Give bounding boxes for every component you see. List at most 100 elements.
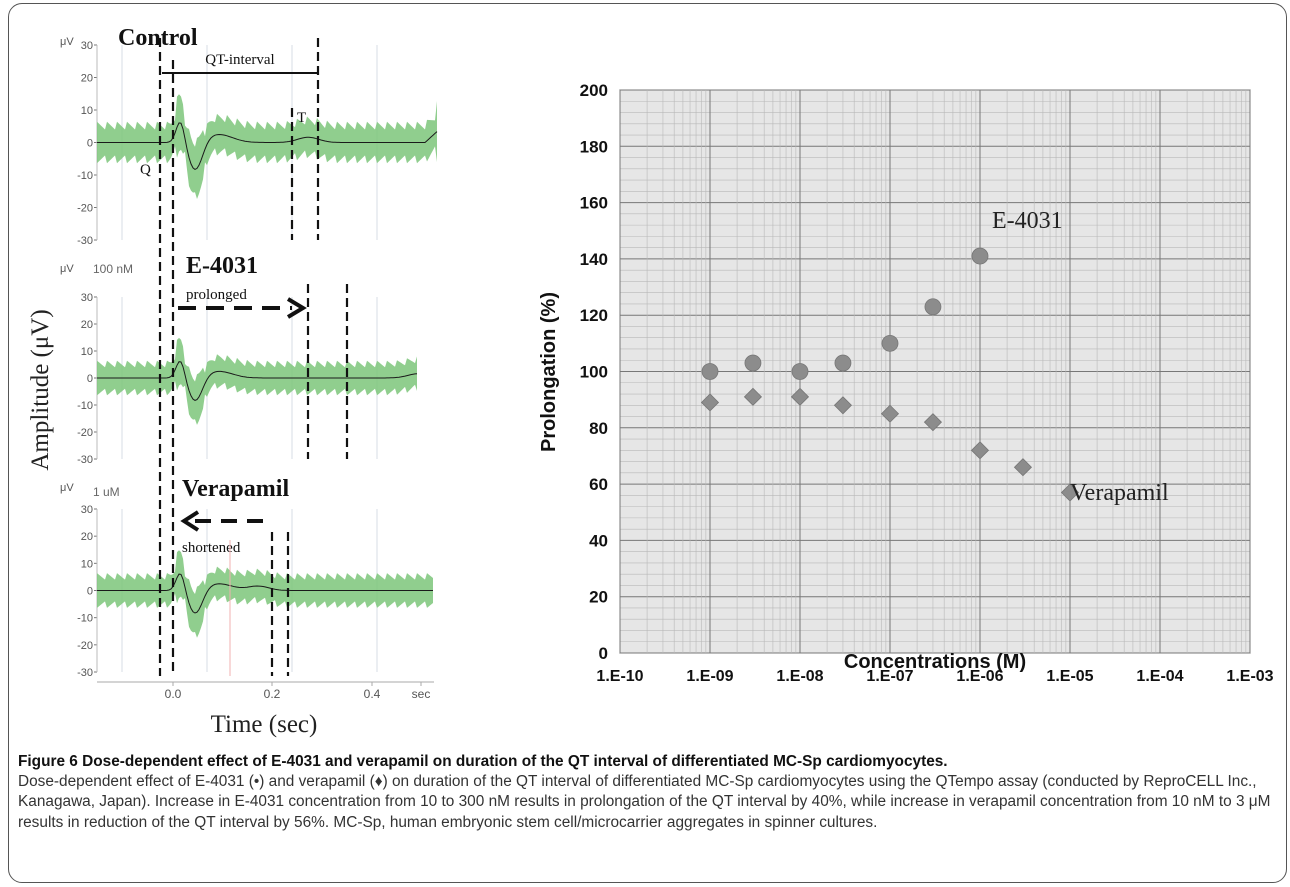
trace-mean-line xyxy=(97,573,433,614)
trace-ytick-label: -10 xyxy=(77,400,93,412)
time-tick-label: 0.4 xyxy=(364,687,381,701)
chart-ytick-label: 80 xyxy=(589,419,608,438)
chart-ytick-label: 40 xyxy=(589,531,608,550)
series-label-verapamil: Verapamil xyxy=(1070,480,1169,506)
t-wave-label: T xyxy=(297,110,306,126)
trace-ytick-label: 20 xyxy=(81,73,93,85)
trace-ytick-label: -20 xyxy=(77,203,93,215)
trace-ytick-label: 20 xyxy=(81,531,93,543)
time-tick-label: sec xyxy=(412,687,431,701)
q-wave-label: Q xyxy=(140,162,151,178)
prolongation-chart: 0 20 40 60 80 100 120 140 160 180 200 1.E-10 1.E-09… xyxy=(538,81,1274,685)
caption-body: Dose-dependent effect of E-4031 (•) and … xyxy=(18,773,1271,831)
trace-ytick-label: -20 xyxy=(77,640,93,652)
trace-ytick-label: 10 xyxy=(81,105,93,117)
figure-caption: Figure 6 Dose-dependent effect of E-4031… xyxy=(18,752,1276,833)
chart-ytick-label: 120 xyxy=(580,306,608,325)
verapamil-point xyxy=(833,396,853,415)
trace-panel-1: 30 20 10 0 -10 -20 -30 μV 100 nM E-4031 prolonged xyxy=(60,253,418,466)
chart-ytick-label: 20 xyxy=(589,588,608,607)
chart-y-ticks: 0 20 40 60 80 100 120 140 160 180 200 xyxy=(580,81,608,663)
trace-ytick-label: -30 xyxy=(77,667,93,679)
trace-unit-label: μV xyxy=(60,482,74,494)
amplitude-axis-label: Amplitude (μV) xyxy=(27,309,54,470)
trace-title: Verapamil xyxy=(182,476,289,502)
chart-xtick-label: 1.E-06 xyxy=(956,668,1003,685)
e4031-point xyxy=(881,334,899,352)
chart-ytick-label: 100 xyxy=(580,363,608,382)
shortened-arrowhead xyxy=(180,510,200,532)
chart-xtick-label: 1.E-05 xyxy=(1046,668,1093,685)
verapamil-point xyxy=(880,404,900,423)
figure-frame xyxy=(8,3,1287,883)
chart-ytick-label: 180 xyxy=(580,137,608,156)
chart-points xyxy=(700,247,1080,502)
trace-ytick-label: 0 xyxy=(87,138,93,150)
prolonged-arrowhead xyxy=(286,297,307,319)
chart-x-ticks: 1.E-10 1.E-09 1.E-08 1.E-07 1.E-06 1.E-05 1.E-… xyxy=(596,668,1273,685)
trace-mean-line xyxy=(97,122,438,170)
trace-ytick-label: 10 xyxy=(81,346,93,358)
trace-noise-band xyxy=(97,94,437,199)
e4031-point xyxy=(834,354,852,372)
chart-grid xyxy=(619,89,1251,654)
chart-xtick-label: 1.E-04 xyxy=(1136,668,1183,685)
trace-title: E-4031 xyxy=(186,253,258,279)
chart-xtick-label: 1.E-10 xyxy=(596,668,643,685)
caption-title: Figure 6 Dose-dependent effect of E-4031… xyxy=(18,753,948,770)
e4031-point xyxy=(744,354,762,372)
chart-ytick-label: 160 xyxy=(580,194,608,213)
trace-dose-label: 1 uM xyxy=(93,485,120,499)
time-tick-label: 0.2 xyxy=(264,687,281,701)
trace-ytick-label: -20 xyxy=(77,427,93,439)
chart-x-label: Concentrations (M) xyxy=(844,651,1026,673)
trace-title: Control xyxy=(118,25,198,51)
trace-dose-label: 100 nM xyxy=(93,262,133,276)
trace-panel-2: 30 20 10 0 -10 -20 -30 μV 1 uM Verapamil shortened xyxy=(60,476,433,679)
trace-unit-label: μV xyxy=(60,36,74,48)
field-potential-panel: Amplitude (μV) Time (sec) 30 20 10 0 -10 -20 -… xyxy=(27,25,438,738)
e4031-point xyxy=(701,363,719,380)
trace-panel-0: 30 20 10 0 -10 -20 -30 μV Control QT-interval Q T xyxy=(60,25,438,247)
time-axis-label: Time (sec) xyxy=(211,711,318,738)
trace-ytick-label: 0 xyxy=(87,373,93,385)
e4031-point xyxy=(971,247,989,265)
trace-ytick-label: 30 xyxy=(81,504,93,516)
qt-interval-label: QT-interval xyxy=(205,52,274,68)
trace-ytick-label: 30 xyxy=(81,292,93,304)
trace-ytick-label: -30 xyxy=(77,235,93,247)
verapamil-point xyxy=(923,413,943,432)
trace-unit-label: μV xyxy=(60,263,74,275)
prolonged-label: prolonged xyxy=(186,287,247,303)
verapamil-point xyxy=(1060,483,1080,502)
time-tick-label: 0.0 xyxy=(165,687,182,701)
trace-ytick-label: 0 xyxy=(87,586,93,598)
trace-ytick-label: -10 xyxy=(77,170,93,182)
verapamil-point xyxy=(1013,458,1033,477)
trace-ytick-label: -30 xyxy=(77,454,93,466)
trace-noise-band xyxy=(97,550,433,638)
chart-ytick-label: 200 xyxy=(580,81,608,100)
chart-xtick-label: 1.E-08 xyxy=(776,668,823,685)
chart-ytick-label: 0 xyxy=(599,644,608,663)
chart-y-label: Prolongation (%) xyxy=(538,292,560,452)
chart-ytick-label: 140 xyxy=(580,250,608,269)
trace-noise-band xyxy=(97,337,417,425)
chart-xtick-label: 1.E-03 xyxy=(1226,668,1273,685)
trace-x-axis: 0.0 0.2 0.4 sec xyxy=(97,681,434,701)
trace-ytick-label: 30 xyxy=(81,40,93,52)
verapamil-point xyxy=(970,441,990,460)
verapamil-point xyxy=(743,387,763,406)
verapamil-point xyxy=(790,387,810,406)
chart-xtick-label: 1.E-07 xyxy=(866,668,913,685)
chart-xtick-label: 1.E-09 xyxy=(686,668,733,685)
verapamil-point xyxy=(700,393,720,412)
e4031-point xyxy=(924,298,942,316)
trace-ytick-label: 20 xyxy=(81,319,93,331)
trace-mean-line xyxy=(97,361,418,401)
interval-markers xyxy=(158,38,349,676)
chart-ytick-label: 60 xyxy=(589,475,608,494)
trace-ytick-label: 10 xyxy=(81,558,93,570)
shortened-label: shortened xyxy=(182,540,241,556)
trace-ytick-label: -10 xyxy=(77,613,93,625)
